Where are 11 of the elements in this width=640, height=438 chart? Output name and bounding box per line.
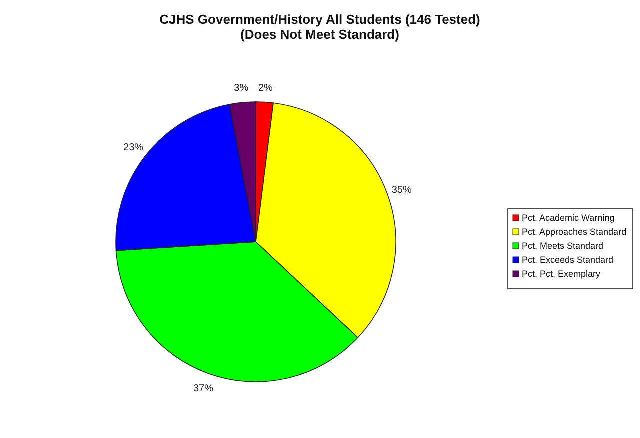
data-label: 23% (124, 142, 144, 154)
chart-title: CJHS Government/History All Students (146 Tested) (Does Not Meet Standard) (160, 12, 480, 42)
legend-label: Pct. Pct. Exemplary (522, 269, 602, 280)
data-label: 2% (258, 82, 274, 94)
legend-label: Pct. Meets Standard (522, 241, 604, 252)
data-label: 3% (234, 83, 249, 94)
data-label: 37% (193, 383, 214, 394)
legend-label: Pct. Exceeds Standard (522, 255, 614, 266)
legend-label: Pct. Approaches Standard (522, 227, 627, 238)
legend-label: Pct. Academic Warning (522, 213, 615, 224)
data-label: 35% (392, 184, 412, 196)
